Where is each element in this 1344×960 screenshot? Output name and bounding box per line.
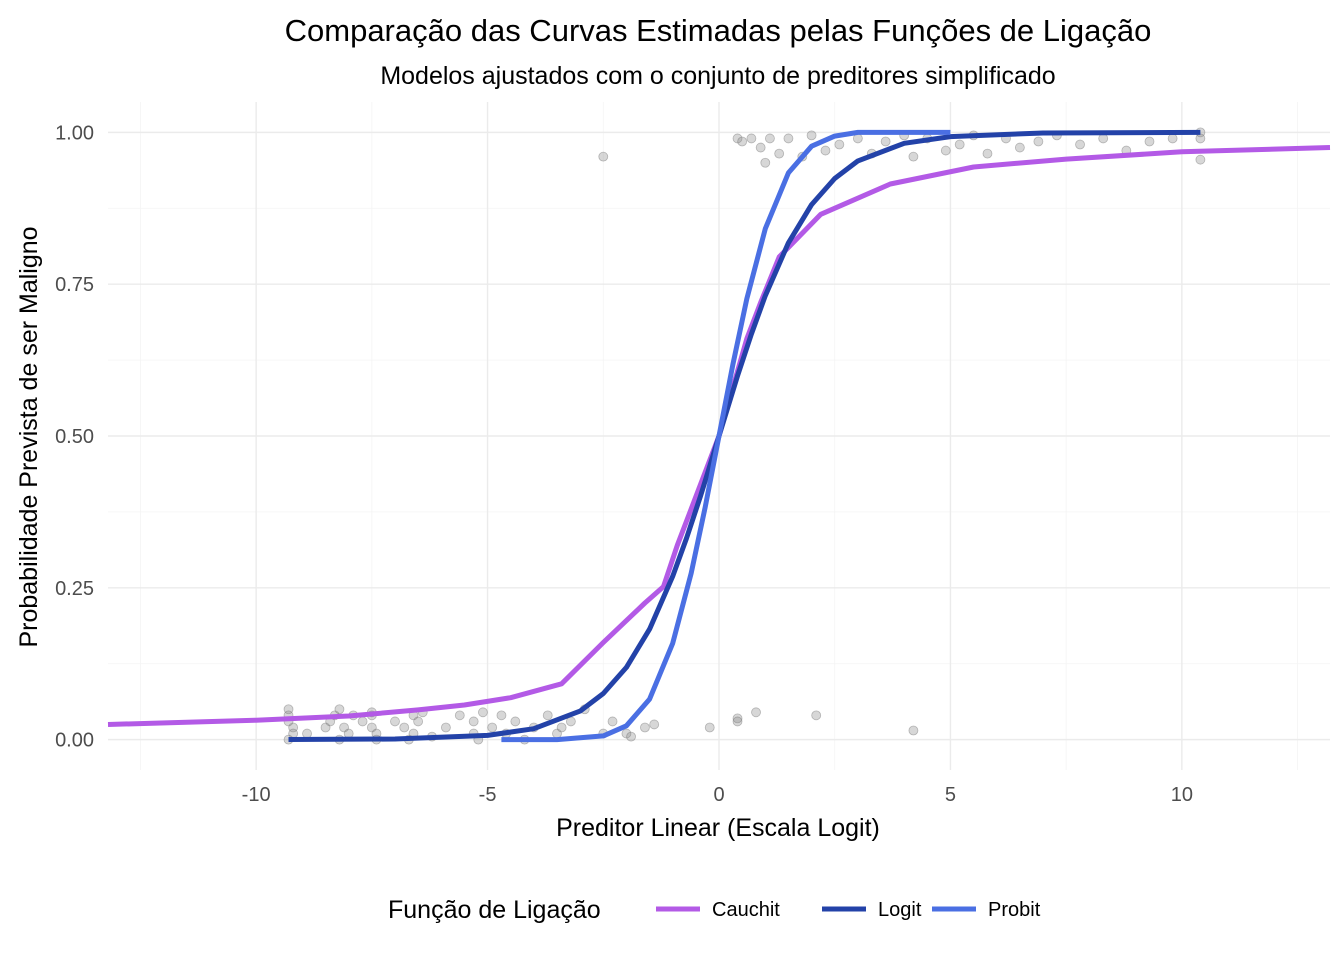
- x-axis-ticks: -10 -5 0 5 10: [242, 784, 1193, 806]
- observed-point: [607, 716, 618, 727]
- y-tick-label: 0.75: [55, 274, 94, 296]
- observed-point: [765, 133, 775, 144]
- series-line-cauchit: [107, 145, 1331, 727]
- chart-subtitle: Modelos ajustados com o conjunto de pred…: [380, 62, 1055, 90]
- y-axis-ticks: 0.00 0.25 0.50 0.75 1.00: [55, 122, 94, 751]
- series-line-probit: [501, 129, 951, 743]
- observed-point: [1195, 133, 1206, 144]
- legend-label-probit: Probit: [988, 899, 1041, 921]
- legend-label-cauchit: Cauchit: [712, 899, 780, 921]
- observed-point: [598, 151, 609, 162]
- observed-point: [496, 710, 507, 721]
- observed-point: [982, 148, 993, 159]
- x-tick-label: -10: [242, 784, 271, 806]
- observed-point: [908, 151, 919, 162]
- observed-point: [755, 142, 766, 153]
- observed-point: [1033, 136, 1044, 147]
- observed-point: [1167, 133, 1178, 144]
- observed-point: [1014, 142, 1025, 153]
- x-tick-label: 5: [945, 784, 956, 806]
- observed-point: [626, 731, 636, 742]
- observed-point: [1195, 154, 1206, 165]
- observed-point: [288, 722, 299, 733]
- x-tick-label: 0: [713, 784, 724, 806]
- observed-point: [704, 722, 715, 733]
- observed-point: [732, 716, 743, 727]
- observed-point: [760, 157, 771, 168]
- x-tick-label: 10: [1171, 784, 1193, 806]
- observed-point: [751, 707, 761, 718]
- observed-point: [366, 722, 377, 733]
- legend-label-logit: Logit: [878, 899, 922, 921]
- observed-point: [1075, 139, 1085, 150]
- observed-point: [320, 722, 331, 733]
- y-tick-label: 0.00: [55, 730, 94, 752]
- observed-point: [1144, 136, 1155, 147]
- observed-point: [283, 704, 294, 715]
- observed-point: [390, 716, 400, 727]
- observed-point: [732, 133, 743, 144]
- y-tick-label: 0.25: [55, 578, 94, 600]
- observed-point: [737, 136, 748, 147]
- observed-point: [649, 719, 660, 730]
- y-tick-label: 0.50: [55, 426, 94, 448]
- curves: [107, 129, 1331, 743]
- observed-point: [556, 722, 567, 733]
- observed-point: [487, 722, 498, 733]
- observed-point: [940, 145, 951, 156]
- observed-point: [339, 722, 349, 733]
- observed-point: [640, 722, 650, 733]
- observed-point: [1098, 133, 1109, 144]
- legend-title: Função de Ligação: [388, 896, 601, 924]
- observed-point: [880, 136, 891, 147]
- observed-point: [806, 130, 817, 141]
- observed-point: [334, 704, 345, 715]
- observed-point: [542, 710, 553, 721]
- observed-point: [746, 133, 757, 144]
- observed-point: [820, 145, 831, 156]
- observed-point: [454, 710, 465, 721]
- observed-point: [621, 728, 632, 739]
- chart-title: Comparação das Curvas Estimadas pelas Fu…: [285, 13, 1152, 48]
- observed-point: [834, 139, 845, 150]
- observed-point: [399, 722, 410, 733]
- observed-point: [774, 148, 785, 159]
- observed-point: [908, 725, 919, 736]
- y-axis-title: Probabilidade Prevista de ser Maligno: [15, 226, 43, 647]
- plot-area: [107, 102, 1331, 770]
- legend: Função de Ligação Cauchit Logit Probit: [388, 896, 1041, 924]
- x-axis-title: Preditor Linear (Escala Logit): [556, 814, 880, 842]
- observed-point: [441, 722, 451, 733]
- observed-point: [811, 710, 822, 721]
- observed-point: [468, 716, 479, 727]
- observed-point: [783, 133, 794, 144]
- observed-point: [478, 707, 488, 718]
- observed-point: [510, 716, 521, 727]
- observed-point: [302, 728, 312, 739]
- observed-point: [413, 716, 424, 727]
- observed-point: [357, 716, 368, 727]
- y-tick-label: 1.00: [55, 122, 94, 144]
- observed-point: [732, 713, 743, 724]
- observed-point: [954, 139, 965, 150]
- x-tick-label: -5: [479, 784, 497, 806]
